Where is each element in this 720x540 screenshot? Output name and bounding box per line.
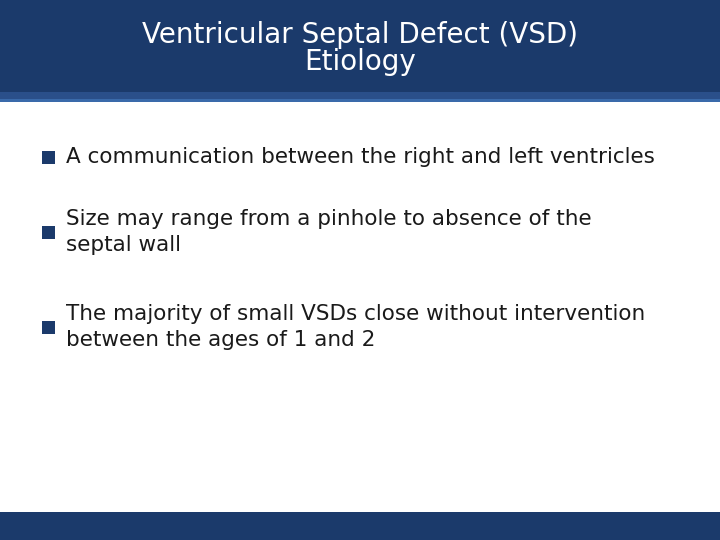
Bar xyxy=(0,99,720,102)
Text: Size may range from a pinhole to absence of the
septal wall: Size may range from a pinhole to absence… xyxy=(66,209,592,255)
Text: The majority of small VSDs close without intervention
between the ages of 1 and : The majority of small VSDs close without… xyxy=(66,304,645,350)
Bar xyxy=(42,226,55,239)
Bar xyxy=(0,512,720,540)
Bar xyxy=(42,151,55,164)
Bar xyxy=(42,321,55,334)
Bar xyxy=(0,0,720,92)
Bar xyxy=(0,92,720,99)
Text: Ventricular Septal Defect (VSD): Ventricular Septal Defect (VSD) xyxy=(142,21,578,49)
Text: A communication between the right and left ventricles: A communication between the right and le… xyxy=(66,147,655,167)
Text: Etiology: Etiology xyxy=(304,48,416,76)
